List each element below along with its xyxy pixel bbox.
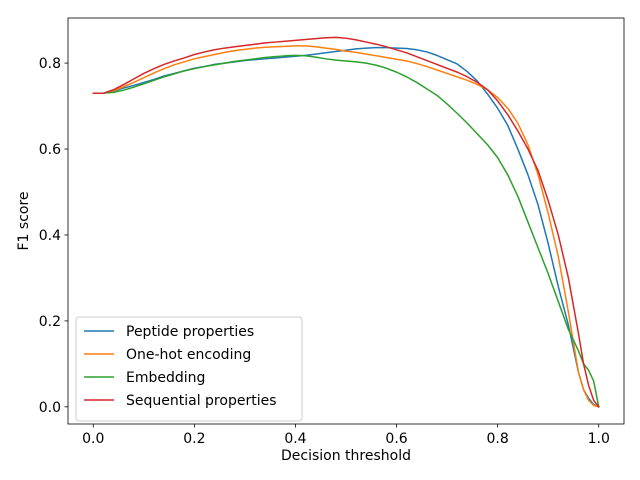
y-axis-label: F1 score xyxy=(16,191,32,250)
y-tick-label: 0.2 xyxy=(39,314,61,330)
legend-entry-3: Embedding xyxy=(126,370,205,386)
y-axis-ticks: 0.0 0.2 0.4 0.6 0.8 xyxy=(39,56,68,416)
axes-spines xyxy=(67,17,625,425)
x-tick-label: 0.0 xyxy=(82,431,104,447)
series-line-4 xyxy=(92,36,600,408)
y-tick-label: 0.4 xyxy=(39,228,61,244)
y-tick-label: 0.0 xyxy=(39,400,61,416)
x-tick-label: 0.6 xyxy=(385,431,407,447)
legend-entry-2: One-hot encoding xyxy=(126,347,251,363)
series-layer xyxy=(92,36,600,408)
x-tick-label: 0.2 xyxy=(183,431,205,447)
legend-entry-4: Sequential properties xyxy=(126,393,277,409)
legend-entry-1: Peptide properties xyxy=(126,324,254,340)
legend: Peptide properties One-hot encoding Embedd… xyxy=(75,316,303,422)
legend-box xyxy=(75,316,303,422)
x-tick-label: 0.4 xyxy=(284,431,306,447)
x-tick-label: 0.8 xyxy=(487,431,509,447)
x-tick-label: 1.0 xyxy=(588,431,610,447)
series-line-3 xyxy=(92,54,600,408)
y-tick-label: 0.6 xyxy=(39,142,61,158)
x-axis-ticks: 0.0 0.2 0.4 0.6 0.8 1.0 xyxy=(82,424,610,447)
x-axis-label: Decision threshold xyxy=(281,448,411,464)
y-tick-label: 0.8 xyxy=(39,56,61,72)
axes-frame xyxy=(67,17,625,425)
